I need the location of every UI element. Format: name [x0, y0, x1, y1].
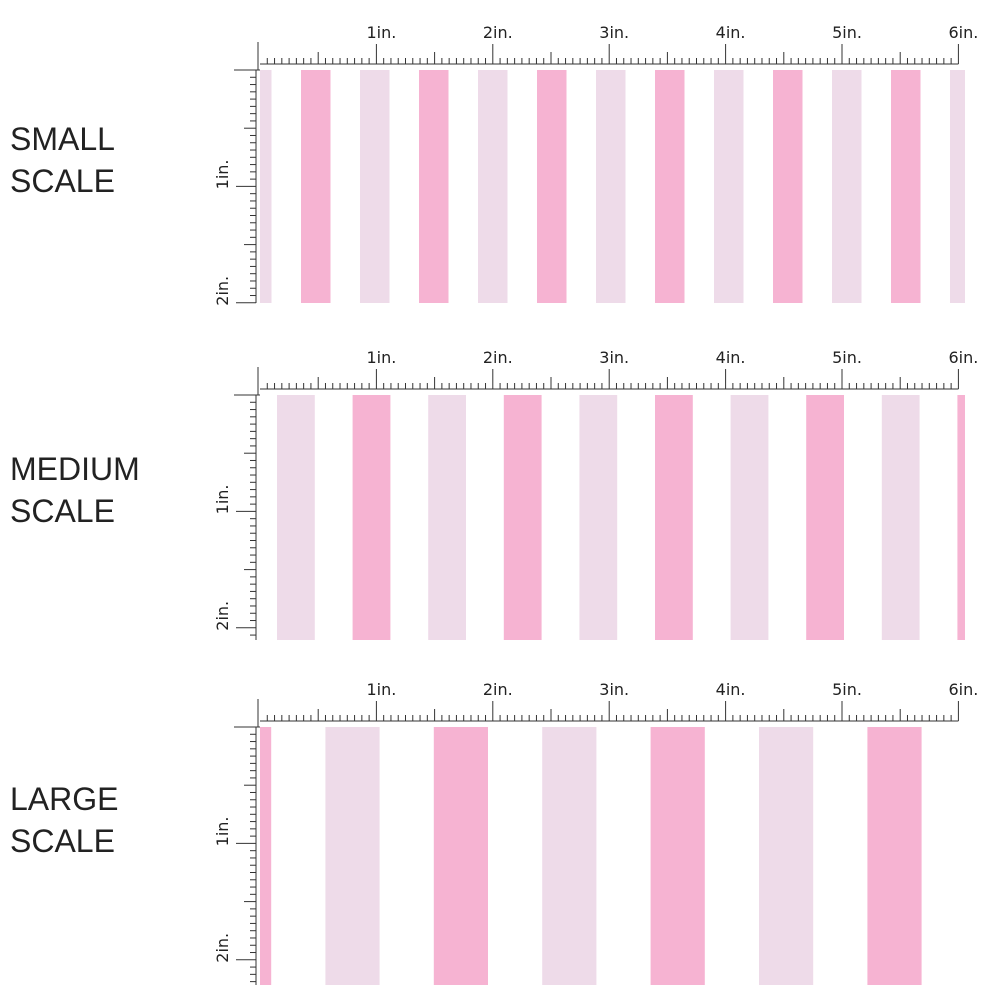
ruler-label: 3in.: [599, 23, 629, 42]
scale-label: SCALE: [10, 823, 115, 859]
stripe: [596, 70, 626, 303]
scale-label: MEDIUM: [10, 451, 140, 487]
stripe: [832, 70, 862, 303]
stripe: [260, 727, 272, 985]
scale-label: SCALE: [10, 493, 115, 529]
ruler-label: 1in.: [213, 816, 232, 846]
stripe: [650, 727, 705, 985]
stripe: [260, 70, 272, 303]
ruler-label: 3in.: [599, 348, 629, 367]
stripe: [478, 70, 508, 303]
ruler-label: 6in.: [948, 680, 978, 699]
ruler-label: 2in.: [213, 276, 232, 306]
ruler-label: 4in.: [716, 680, 746, 699]
stripe: [433, 727, 488, 985]
ruler-label: 5in.: [832, 23, 862, 42]
stripe: [579, 395, 618, 640]
stripe: [891, 70, 921, 303]
ruler-label: 3in.: [599, 680, 629, 699]
stripe: [301, 70, 331, 303]
ruler-label: 2in.: [483, 680, 513, 699]
ruler-label: 2in.: [213, 933, 232, 963]
ruler-label: 2in.: [483, 23, 513, 42]
stripe: [714, 70, 744, 303]
stripe: [537, 70, 567, 303]
ruler-label: 2in.: [213, 601, 232, 631]
scale-label: SCALE: [10, 163, 115, 199]
stripe: [419, 70, 449, 303]
ruler-label: 4in.: [716, 23, 746, 42]
ruler-label: 5in.: [832, 348, 862, 367]
ruler-label: 1in.: [366, 23, 396, 42]
ruler-label: 1in.: [213, 159, 232, 189]
stripe: [950, 70, 965, 303]
ruler-label: 2in.: [483, 348, 513, 367]
scale-label: SMALL: [10, 121, 115, 157]
stripe: [773, 70, 803, 303]
ruler-label: 6in.: [948, 23, 978, 42]
stripe: [867, 727, 922, 985]
stripe: [428, 395, 466, 640]
ruler-label: 1in.: [366, 680, 396, 699]
stripe: [325, 727, 380, 985]
ruler-label: 1in.: [213, 484, 232, 514]
stripe: [759, 727, 814, 985]
ruler-label: 1in.: [366, 348, 396, 367]
stripe: [352, 395, 391, 640]
ruler-label: 6in.: [948, 348, 978, 367]
ruler-label: 5in.: [832, 680, 862, 699]
stripe: [655, 70, 685, 303]
scale-label: LARGE: [10, 781, 118, 817]
stripe: [277, 395, 315, 640]
stripe: [957, 395, 965, 640]
stripe: [360, 70, 390, 303]
stripe: [730, 395, 769, 640]
stripe: [881, 395, 920, 640]
ruler-label: 4in.: [716, 348, 746, 367]
stripe: [503, 395, 542, 640]
stripe: [542, 727, 597, 985]
stripe: [806, 395, 844, 640]
stripe: [655, 395, 693, 640]
